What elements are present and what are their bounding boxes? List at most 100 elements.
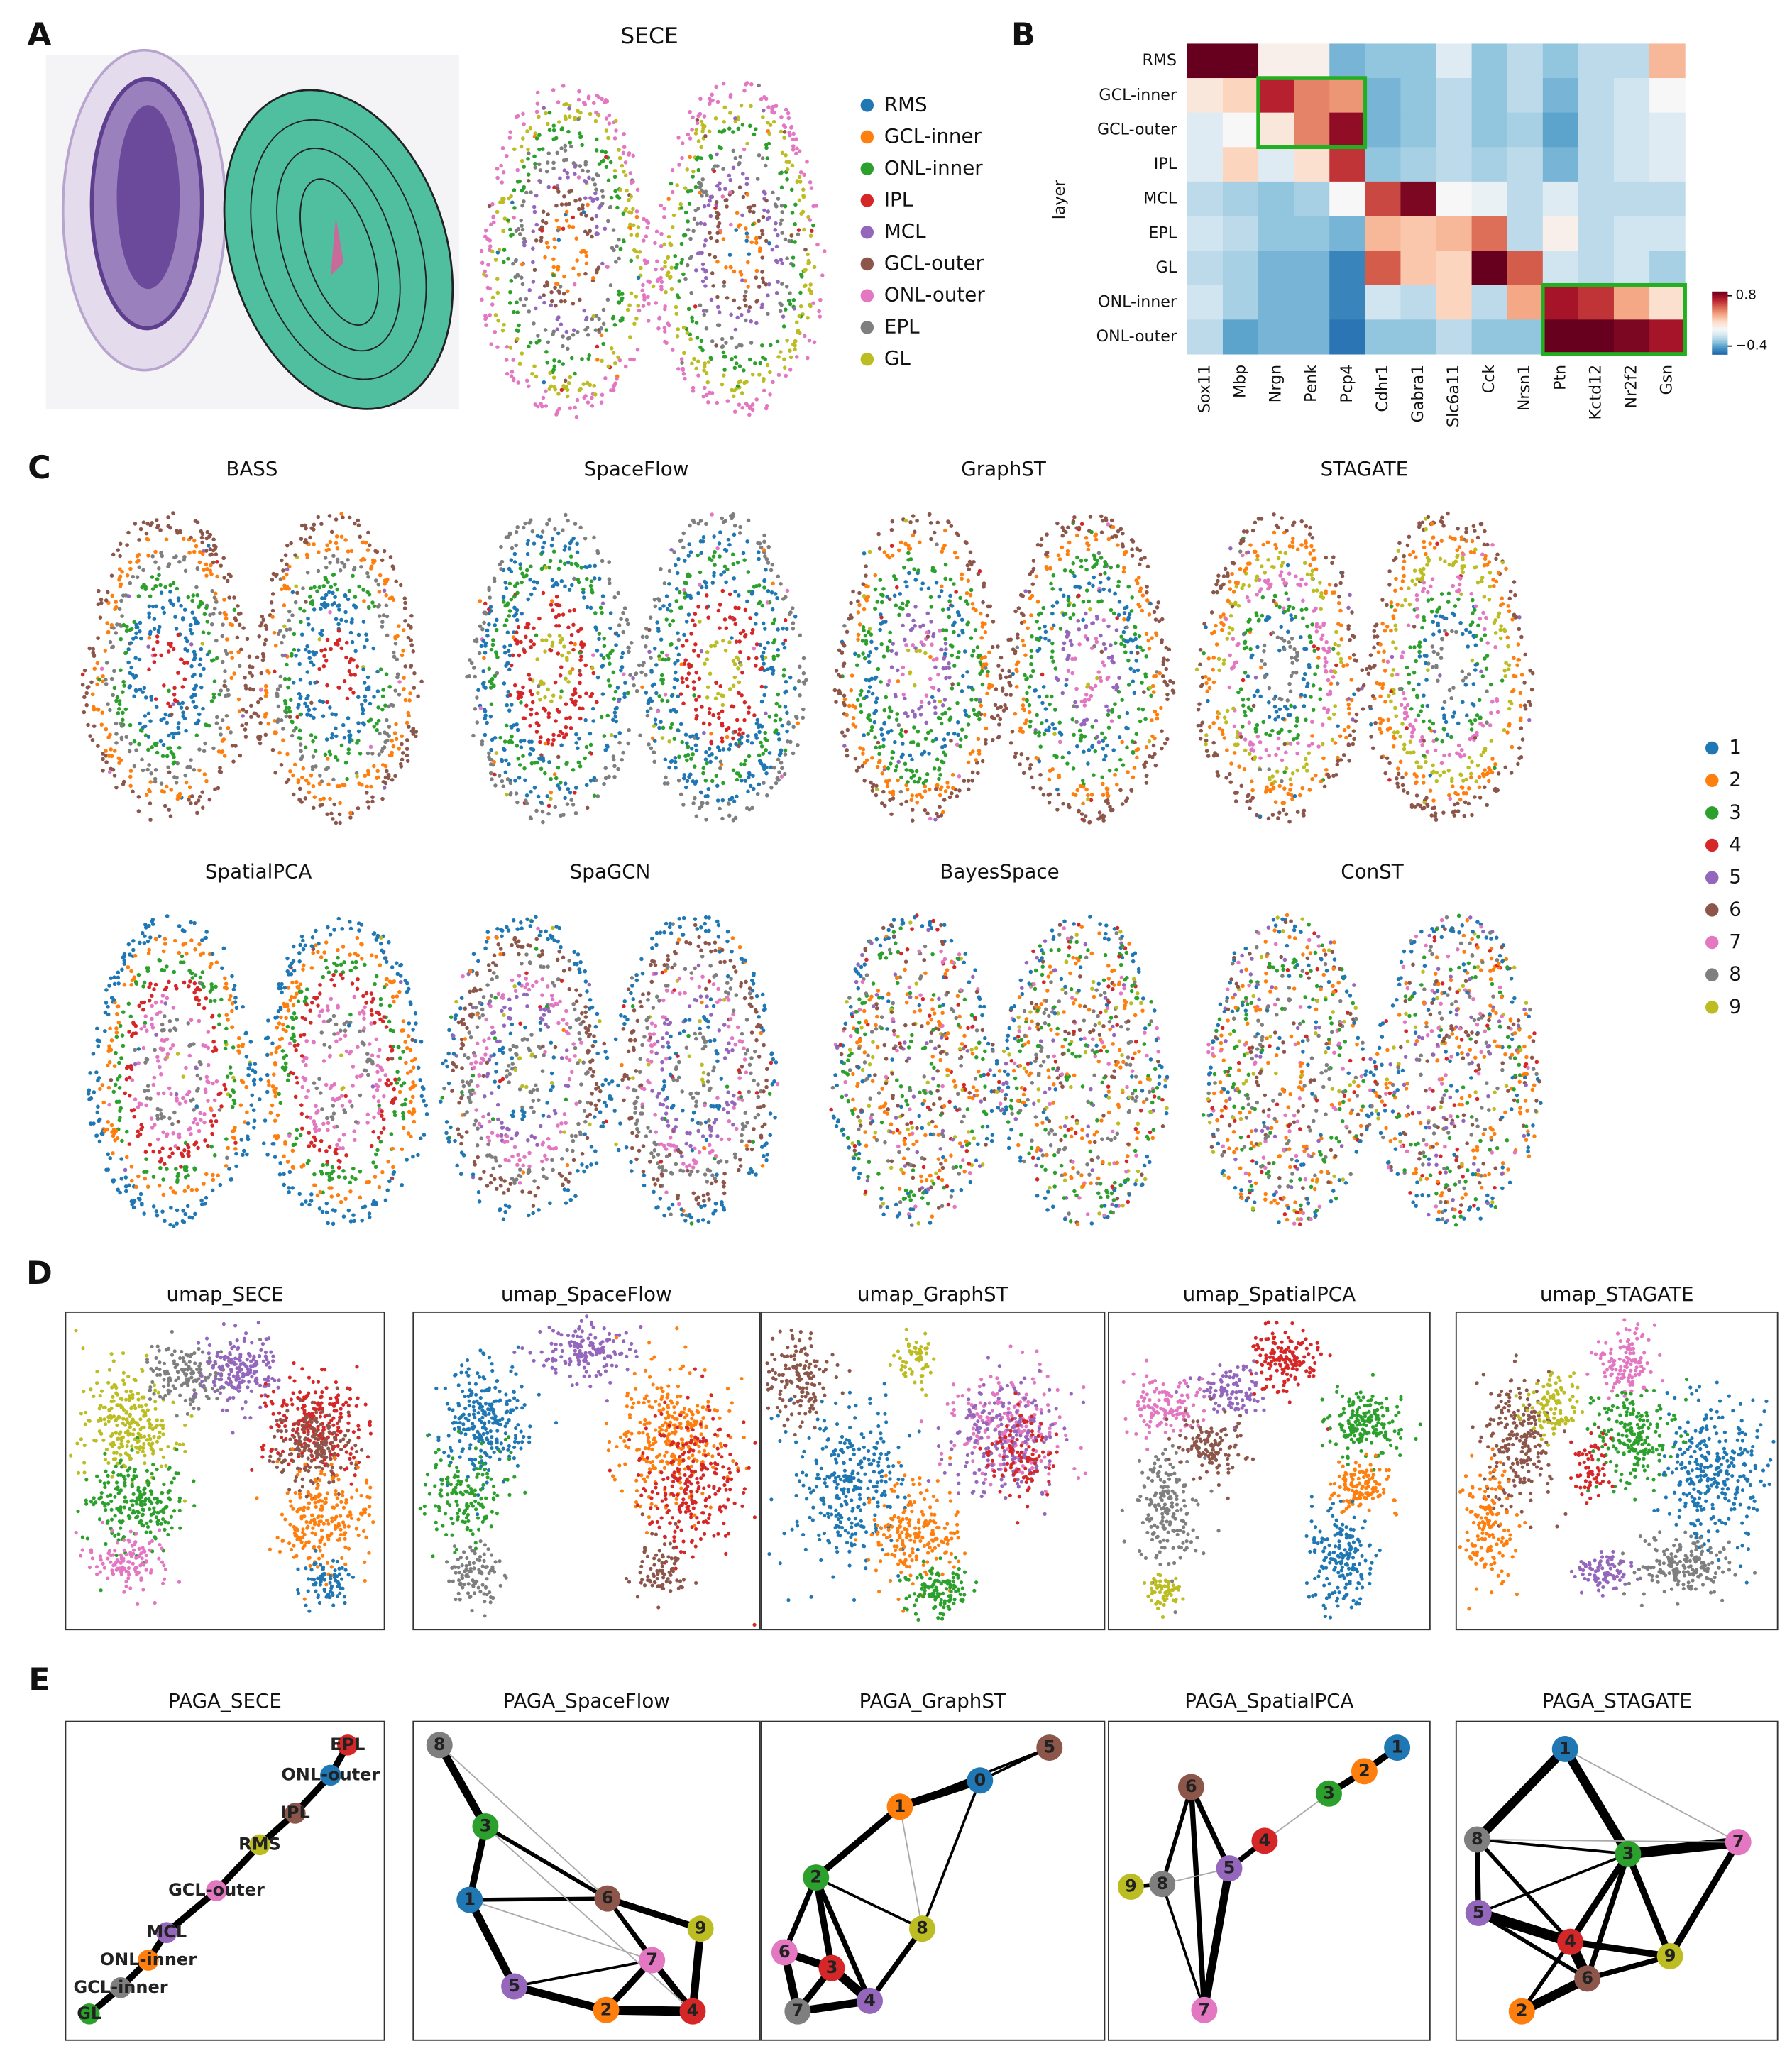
spot (512, 188, 517, 192)
spot (322, 654, 326, 659)
spot (774, 781, 779, 786)
spot (501, 228, 506, 233)
spot (913, 646, 918, 650)
spot (765, 793, 769, 798)
spot (762, 693, 766, 698)
heatmap-cell (1222, 285, 1259, 320)
spot (368, 717, 373, 722)
spot (243, 727, 248, 732)
spot (148, 522, 153, 527)
spot (613, 734, 617, 739)
colorbar-step (1712, 343, 1728, 346)
spot (542, 300, 546, 305)
spot (324, 603, 329, 607)
spot (742, 634, 747, 639)
spot (250, 665, 255, 669)
spot (707, 753, 712, 758)
spot (707, 129, 712, 134)
spot (604, 98, 608, 102)
spot (334, 617, 339, 622)
spot (590, 216, 595, 221)
spot (570, 667, 575, 671)
spot (569, 189, 573, 193)
spot (1097, 810, 1102, 815)
spot (340, 783, 345, 787)
spot (937, 766, 942, 771)
spot (701, 766, 706, 771)
spot (525, 541, 530, 546)
spot (524, 378, 529, 383)
spot (109, 747, 113, 752)
spot (780, 231, 784, 235)
spot (966, 722, 971, 727)
spot (575, 541, 579, 546)
spot (752, 646, 757, 651)
spot (497, 774, 502, 778)
spot (236, 604, 240, 608)
spot (720, 816, 725, 821)
spot (911, 808, 915, 812)
spot (635, 347, 640, 352)
spot (802, 268, 807, 273)
spot (768, 123, 773, 127)
spatial-plot (80, 511, 424, 825)
spot (408, 626, 413, 630)
spot (908, 740, 913, 745)
spot (345, 776, 349, 781)
spot (199, 647, 204, 651)
spot (698, 97, 703, 101)
spot (196, 620, 200, 625)
spot (233, 744, 238, 748)
spot (654, 663, 659, 667)
spot (546, 711, 551, 715)
legend-marker (860, 99, 874, 112)
spot (513, 779, 517, 783)
spot (118, 554, 122, 559)
spot (588, 742, 593, 747)
spot (325, 812, 329, 816)
spot (903, 580, 908, 584)
spot (191, 593, 196, 598)
spot (559, 299, 564, 304)
spot (1088, 515, 1093, 519)
spot (763, 730, 767, 735)
spot (889, 812, 894, 816)
spot (561, 226, 566, 231)
spot (726, 801, 731, 805)
spot (488, 286, 492, 291)
spot (913, 713, 917, 717)
spot (547, 565, 551, 570)
spot (587, 353, 592, 358)
spot (161, 742, 166, 747)
spot (710, 512, 714, 517)
spot (483, 686, 488, 690)
legend-label: RMS (884, 92, 928, 116)
spot (680, 258, 684, 262)
spot (141, 690, 145, 694)
spot (390, 778, 395, 782)
spot (603, 748, 608, 752)
spot (760, 270, 764, 274)
spot (651, 284, 656, 289)
spot (544, 111, 548, 116)
spot (179, 603, 183, 608)
spot (1055, 808, 1060, 812)
heatmap-cell (1649, 78, 1686, 114)
spot (603, 376, 608, 380)
spot (537, 616, 542, 621)
spot (126, 660, 131, 665)
spot (529, 564, 533, 568)
spot (791, 725, 796, 730)
spot (916, 568, 920, 573)
spot (325, 757, 330, 761)
spot (896, 548, 901, 553)
spot (684, 676, 689, 681)
spot (514, 791, 519, 796)
spot (562, 102, 566, 107)
spot (954, 590, 958, 594)
spot (171, 511, 175, 515)
spot (522, 716, 527, 721)
spot (588, 229, 593, 233)
spot (1140, 608, 1145, 613)
